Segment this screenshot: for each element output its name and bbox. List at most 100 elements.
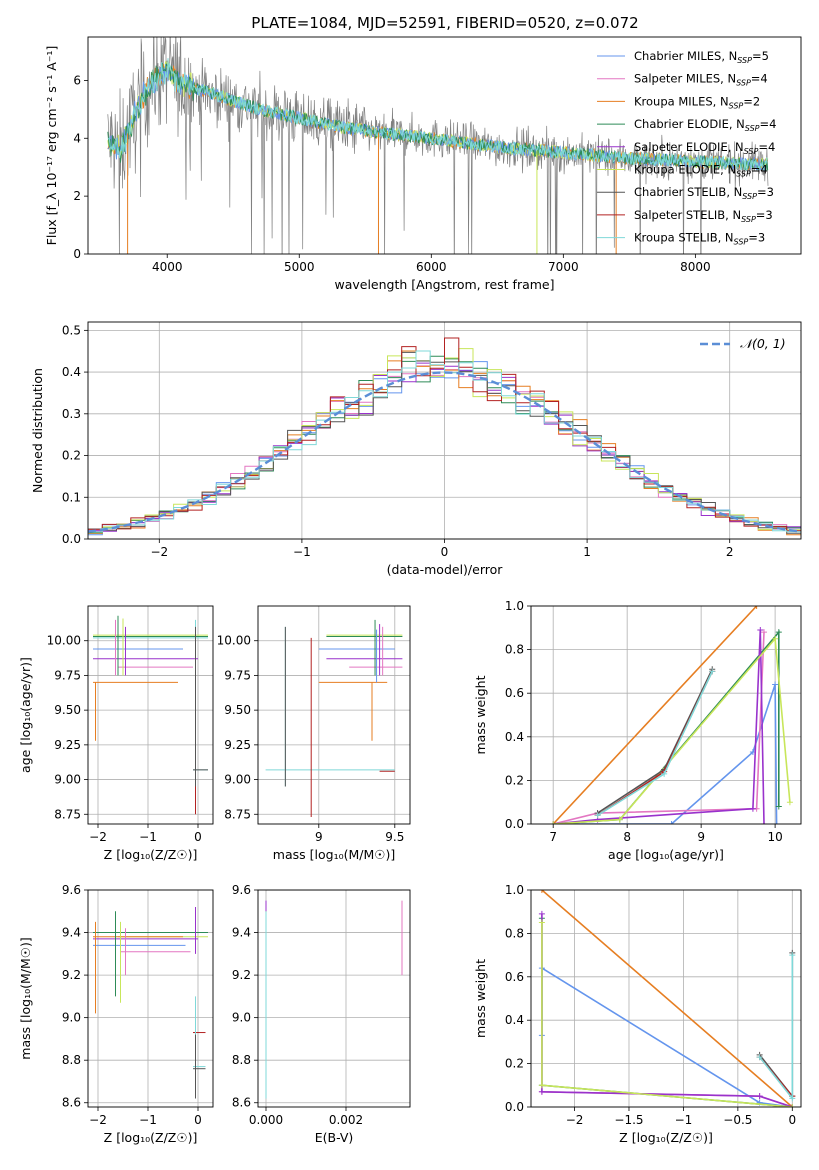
weight_vs_Z-axes: −2 −1.5 −1 −0.5 0 0.0 0.2 0.4 0.6 0.8 1.0 bbox=[505, 883, 801, 1127]
age_vs_mass-frame bbox=[257, 605, 411, 825]
spectrum-legend: Chabrier MILES, NSSP=5 Salpeter MILES, NS… bbox=[597, 49, 776, 247]
weight-line bbox=[552, 606, 758, 824]
legend-label: Kroupa STELIB, NSSP=3 bbox=[634, 231, 765, 247]
y-tick-label: 9.75 bbox=[224, 668, 251, 682]
weight-line bbox=[553, 632, 765, 824]
y-tick-label: 8.8 bbox=[232, 1053, 251, 1067]
mass_vs_Z-frame bbox=[87, 889, 214, 1108]
x-tick-label: 7000 bbox=[548, 260, 579, 274]
y-tick-label: 9.6 bbox=[62, 883, 81, 897]
x-tick-label: −0.5 bbox=[723, 1113, 752, 1127]
weight_vs_age-xlabel: age [log₁₀(age/yr)] bbox=[608, 847, 724, 862]
weight-marker bbox=[668, 821, 675, 824]
spectrum-xlabel: wavelength [Angstrom, rest frame] bbox=[334, 277, 554, 292]
age_vs_Z-plot-area bbox=[93, 615, 208, 815]
weight-marker bbox=[772, 635, 779, 642]
y-tick-label: 9.2 bbox=[232, 968, 251, 982]
legend-label: Chabrier ELODIE, NSSP=4 bbox=[634, 117, 776, 133]
x-tick-label: 6000 bbox=[416, 260, 447, 274]
y-tick-label: 9.0 bbox=[232, 1011, 251, 1025]
y-tick-label: 8.6 bbox=[62, 1096, 81, 1110]
x-tick-label: 9 bbox=[315, 830, 323, 844]
x-tick-label: 4000 bbox=[152, 260, 183, 274]
residual-histogram bbox=[88, 337, 801, 533]
spectrum-ylabel: Flux [f_λ 10⁻¹⁷ erg cm⁻² s⁻¹ A⁻¹] bbox=[44, 46, 59, 246]
x-tick-label: 0 bbox=[441, 545, 449, 559]
y-tick-label: 10.00 bbox=[217, 634, 251, 648]
x-tick-label: 1 bbox=[583, 545, 591, 559]
y-tick-label: 9.4 bbox=[232, 926, 251, 940]
y-tick-label: 0.4 bbox=[505, 730, 524, 744]
x-tick-label: −1 bbox=[293, 545, 311, 559]
y-tick-label: 1.0 bbox=[505, 599, 524, 613]
age_vs_mass-xlabel: mass [log₁₀(M/M☉)] bbox=[273, 847, 395, 862]
weight-marker bbox=[538, 890, 545, 893]
y-tick-label: 0.8 bbox=[505, 643, 524, 657]
legend-label: Kroupa MILES, NSSP=2 bbox=[634, 94, 760, 110]
x-tick-label: −2 bbox=[89, 1113, 107, 1127]
y-tick-label: 0.2 bbox=[62, 449, 81, 463]
y-tick-label: 8.75 bbox=[54, 807, 81, 821]
spectrum-model-line bbox=[107, 58, 769, 172]
legend-label: Chabrier STELIB, NSSP=3 bbox=[634, 185, 774, 201]
residuals-frame bbox=[87, 321, 802, 540]
weight-line bbox=[541, 913, 793, 1107]
gaussian-curve bbox=[88, 371, 801, 533]
weight-marker bbox=[757, 626, 764, 633]
weight-line bbox=[553, 636, 791, 824]
weight-marker bbox=[538, 1082, 545, 1089]
y-tick-label: 2 bbox=[73, 189, 81, 203]
mass_vs_ebv-xlabel: E(B-V) bbox=[315, 1130, 354, 1145]
weight_vs_Z-plot-area bbox=[538, 890, 796, 1107]
mass_vs_ebv-axes: 0.000 0.002 8.6 8.8 9.0 9.2 9.4 9.6 bbox=[232, 883, 410, 1127]
weight-marker bbox=[661, 770, 668, 777]
y-tick-label: 0.8 bbox=[505, 926, 524, 940]
mass_vs_Z-axes: −2 −1 0 8.6 8.8 9.0 9.2 9.4 9.6 bbox=[62, 883, 213, 1127]
legend-gauss-label: 𝒩(0, 1) bbox=[740, 336, 786, 351]
x-tick-label: −2 bbox=[150, 545, 168, 559]
y-tick-label: 0.4 bbox=[505, 1013, 524, 1027]
y-tick-label: 9.25 bbox=[224, 738, 251, 752]
legend-label: Salpeter STELIB, NSSP=3 bbox=[634, 208, 773, 224]
mass_vs_Z-ylabel: mass [log₁₀(M/M☉)] bbox=[18, 937, 33, 1059]
y-tick-label: 0 bbox=[73, 247, 81, 261]
weight_vs_age-ylabel: mass weight bbox=[473, 675, 488, 754]
x-tick-label: 10 bbox=[767, 830, 782, 844]
y-tick-label: 8.6 bbox=[232, 1096, 251, 1110]
y-tick-label: 9.4 bbox=[62, 926, 81, 940]
spectrum-frame bbox=[87, 36, 802, 255]
weight-marker bbox=[789, 1104, 796, 1107]
residuals-ylabel: Normed distribution bbox=[30, 368, 45, 493]
residual-histogram bbox=[88, 350, 801, 537]
x-tick-label: 8 bbox=[623, 830, 631, 844]
y-tick-label: 9.50 bbox=[54, 703, 81, 717]
y-tick-label: 9.6 bbox=[232, 883, 251, 897]
y-tick-label: 0.2 bbox=[505, 773, 524, 787]
weight-marker bbox=[756, 1093, 763, 1100]
weight_vs_age-plot-area bbox=[550, 606, 793, 824]
weight-line bbox=[541, 890, 793, 1107]
y-tick-label: 9.00 bbox=[54, 773, 81, 787]
weight_vs_Z-frame bbox=[530, 889, 802, 1108]
legend-label: Salpeter ELODIE, NSSP=4 bbox=[634, 140, 775, 156]
weight-marker bbox=[772, 681, 779, 688]
weight-marker bbox=[550, 821, 557, 824]
y-tick-label: 9.00 bbox=[224, 773, 251, 787]
y-tick-label: 0.4 bbox=[62, 365, 81, 379]
x-tick-label: −1.5 bbox=[614, 1113, 643, 1127]
x-tick-label: 0 bbox=[194, 830, 202, 844]
residuals-axes: −2 −1 0 1 2 0.0 0.1 0.2 0.3 0.4 0.5 bbox=[62, 322, 801, 559]
y-tick-label: 0.1 bbox=[62, 490, 81, 504]
weight-marker bbox=[775, 803, 782, 810]
y-tick-label: 9.2 bbox=[62, 968, 81, 982]
x-tick-label: −2 bbox=[566, 1113, 584, 1127]
figure-title: PLATE=1084, MJD=52591, FIBERID=0520, z=0… bbox=[251, 14, 638, 32]
weight-marker bbox=[789, 1095, 796, 1102]
age_vs_Z-ylabel: age [log₁₀(age/yr)] bbox=[18, 657, 33, 773]
x-tick-label: −1 bbox=[139, 830, 157, 844]
weight-line bbox=[553, 629, 765, 824]
legend-label: Chabrier MILES, NSSP=5 bbox=[634, 49, 769, 65]
y-tick-label: 0.5 bbox=[62, 323, 81, 337]
age_vs_mass-axes: 9 9.5 8.75 9.00 9.25 9.50 9.75 10.00 bbox=[217, 606, 410, 844]
